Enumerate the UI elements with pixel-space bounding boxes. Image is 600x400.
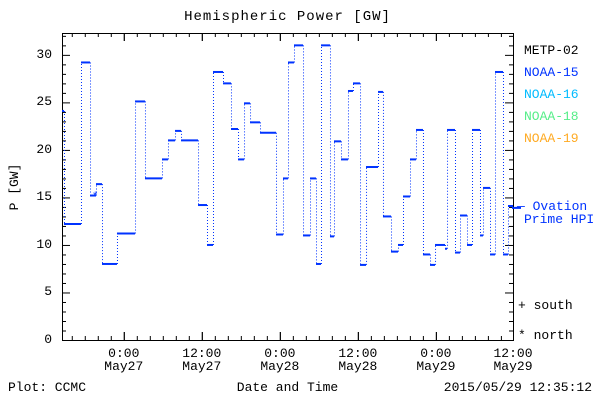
x-tick-time: 0:00	[420, 346, 452, 361]
ovation-legend-line2: Prime HPI	[524, 212, 595, 227]
south-marker-legend: + south	[518, 298, 573, 313]
south-label: south	[533, 298, 573, 313]
x-tick-time: 0:00	[264, 346, 296, 361]
x-tick-date: May27	[104, 359, 144, 374]
legend-item-noaa-19: NOAA-19	[524, 131, 579, 146]
y-tick-label: 5	[44, 284, 52, 300]
ovation-legend-line1: — Ovation	[517, 199, 588, 214]
legend-item-metp-02: METP-02	[524, 43, 579, 58]
x-tick-time: 12:00	[338, 346, 378, 361]
north-label: north	[533, 328, 573, 343]
x-tick-time: 0:00	[108, 346, 140, 361]
y-tick-label: 30	[36, 46, 52, 62]
x-tick-label: 12:00 May27	[162, 347, 242, 373]
plus-symbol-icon: +	[518, 298, 526, 313]
plot-timestamp: 2015/05/29 12:35:12	[443, 380, 592, 395]
x-tick-date: May28	[260, 359, 300, 374]
x-tick-date: May28	[338, 359, 378, 374]
x-tick-label: 12:00 May28	[318, 347, 398, 373]
x-tick-label: 0:00 May29	[396, 347, 476, 373]
y-tick-label: 25	[36, 94, 52, 110]
asterisk-symbol-icon: *	[518, 328, 526, 343]
x-tick-label: 0:00 May28	[240, 347, 320, 373]
x-tick-time: 12:00	[493, 346, 533, 361]
legend-item-noaa-18: NOAA-18	[524, 109, 579, 124]
north-marker-legend: * north	[518, 328, 573, 343]
x-tick-label: 12:00 May29	[473, 347, 553, 373]
legend-item-noaa-15: NOAA-15	[524, 65, 579, 80]
y-tick-label: 20	[36, 141, 52, 157]
chart-title: Hemispheric Power [GW]	[184, 9, 391, 25]
y-tick-label: 10	[36, 236, 52, 252]
plot-frame	[62, 33, 514, 341]
y-tick-label: 15	[36, 189, 52, 205]
x-tick-date: May29	[416, 359, 456, 374]
legend-item-noaa-16: NOAA-16	[524, 87, 579, 102]
plot-source-label: Plot: CCMC	[8, 380, 87, 395]
x-tick-time: 12:00	[182, 346, 222, 361]
x-tick-label: 0:00 May27	[84, 347, 164, 373]
x-tick-date: May27	[182, 359, 222, 374]
y-tick-label: 0	[44, 332, 52, 347]
north-point-marker: *	[92, 192, 99, 204]
x-axis-title: Date and Time	[236, 380, 339, 395]
x-tick-date: May29	[493, 359, 533, 374]
